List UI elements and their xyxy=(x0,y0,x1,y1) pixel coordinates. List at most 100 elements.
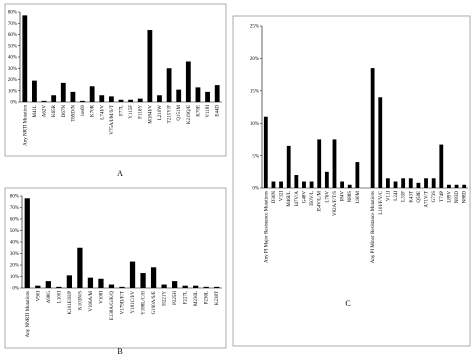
bar xyxy=(203,286,209,288)
x-tick-label: Y188L/C/H xyxy=(142,291,147,315)
y-tick-label: 40% xyxy=(8,56,17,61)
y-tick-label: 10% xyxy=(8,89,17,94)
x-tick-label: L24I xyxy=(394,191,399,201)
x-tick-label: F227L xyxy=(184,291,189,304)
y-tick-label: 10% xyxy=(250,122,259,127)
x-tick-label: L10I/F/V/C xyxy=(379,190,384,214)
y-tick-label: 0% xyxy=(10,101,17,106)
bar xyxy=(347,184,352,188)
bar xyxy=(205,91,210,102)
bar xyxy=(32,80,37,102)
bar xyxy=(87,277,94,288)
x-tick-label: T69D/N xyxy=(71,105,76,122)
x-tick-label: E44D xyxy=(216,105,221,117)
bar xyxy=(214,85,220,102)
bar xyxy=(193,285,199,288)
bar xyxy=(286,145,291,188)
x-tick-label: V106A/M xyxy=(89,290,94,311)
x-tick-label: V75A/I/M/S/T xyxy=(110,105,115,135)
bar xyxy=(118,99,124,102)
x-tick-label: L90M xyxy=(356,190,361,203)
bar xyxy=(70,91,76,102)
bar xyxy=(271,181,276,188)
bar xyxy=(195,87,201,102)
y-tick-label: 0% xyxy=(252,187,259,192)
bar xyxy=(408,178,413,188)
bar xyxy=(332,139,337,188)
bar xyxy=(439,144,444,188)
x-tick-label: Any NNRTI Mutations xyxy=(26,291,31,337)
bar xyxy=(157,95,162,102)
x-tick-label: E138A/G/K/Q xyxy=(110,291,115,321)
y-tick-label: 70% xyxy=(10,206,19,211)
bar xyxy=(41,100,47,102)
bar xyxy=(99,95,105,102)
x-tick-label: T74P xyxy=(440,191,445,202)
bar xyxy=(401,178,406,188)
y-tick-label: 80% xyxy=(10,195,19,200)
x-tick-label: L100I xyxy=(57,291,62,304)
x-tick-label: V179D/F/T xyxy=(121,291,126,314)
x-tick-label: A62V xyxy=(43,105,48,118)
x-tick-label: G190A/S/E xyxy=(152,291,157,314)
x-tick-label: I47V/A xyxy=(295,191,300,207)
bar xyxy=(385,178,390,188)
bar xyxy=(378,97,383,188)
bar xyxy=(279,181,283,188)
x-tick-label: T215Y/F xyxy=(168,105,173,124)
y-tick-label: 40% xyxy=(10,241,19,246)
x-tick-label: L33F xyxy=(402,191,407,202)
panel-label: B xyxy=(117,347,122,356)
bar xyxy=(35,285,41,288)
x-tick-label: Q58E xyxy=(417,191,422,203)
bar xyxy=(108,284,115,288)
x-tick-label: M230L xyxy=(194,291,199,306)
y-tick-label: 20% xyxy=(250,57,259,62)
y-tick-label: 30% xyxy=(10,252,19,257)
x-tick-label: N88D xyxy=(463,191,468,204)
x-tick-label: A98G xyxy=(47,291,52,304)
bar xyxy=(302,181,306,188)
bar xyxy=(66,275,72,288)
x-tick-label: F116Y xyxy=(139,105,144,119)
y-tick-label: 60% xyxy=(10,218,19,223)
x-tick-label: G73S xyxy=(432,191,437,203)
x-tick-label: P225H xyxy=(173,291,178,305)
x-tick-label: I84V xyxy=(341,191,346,202)
x-tick-label: M184I/V xyxy=(148,105,153,124)
y-tick-label: 60% xyxy=(8,33,17,38)
x-tick-label: M46I/L xyxy=(287,191,292,207)
bar xyxy=(185,61,191,102)
x-tick-label: N83D xyxy=(455,191,460,204)
bar xyxy=(447,184,451,188)
bar xyxy=(294,175,299,188)
bar xyxy=(45,281,51,288)
x-tick-label: V32I xyxy=(280,191,285,202)
x-tick-label: F77L xyxy=(120,105,125,116)
x-tick-label: Any PI Minor Resistance Mutations xyxy=(371,191,376,263)
bar xyxy=(137,98,143,102)
bar xyxy=(340,181,345,188)
bar xyxy=(263,116,268,188)
bar xyxy=(424,178,428,188)
x-tick-label: K103N/S xyxy=(78,291,83,310)
bar xyxy=(176,89,182,102)
y-tick-label: 20% xyxy=(10,264,19,269)
x-tick-label: K101E/H/P xyxy=(68,291,73,315)
bar xyxy=(182,285,188,288)
bar xyxy=(140,273,146,288)
bar xyxy=(77,247,83,288)
x-tick-label: D67N xyxy=(62,105,67,118)
bar xyxy=(214,286,220,288)
y-tick-label: 70% xyxy=(8,22,17,27)
y-tick-label: 10% xyxy=(10,275,19,280)
x-tick-label: L76V xyxy=(325,191,330,203)
bar xyxy=(462,184,467,188)
x-tick-label: A71V/T xyxy=(425,191,430,208)
bar xyxy=(309,181,314,188)
x-tick-label: M41L xyxy=(33,105,38,118)
bar xyxy=(56,286,62,288)
x-tick-label: V108I xyxy=(99,291,104,304)
bar xyxy=(393,181,398,188)
x-tick-label: G48V xyxy=(302,191,307,204)
